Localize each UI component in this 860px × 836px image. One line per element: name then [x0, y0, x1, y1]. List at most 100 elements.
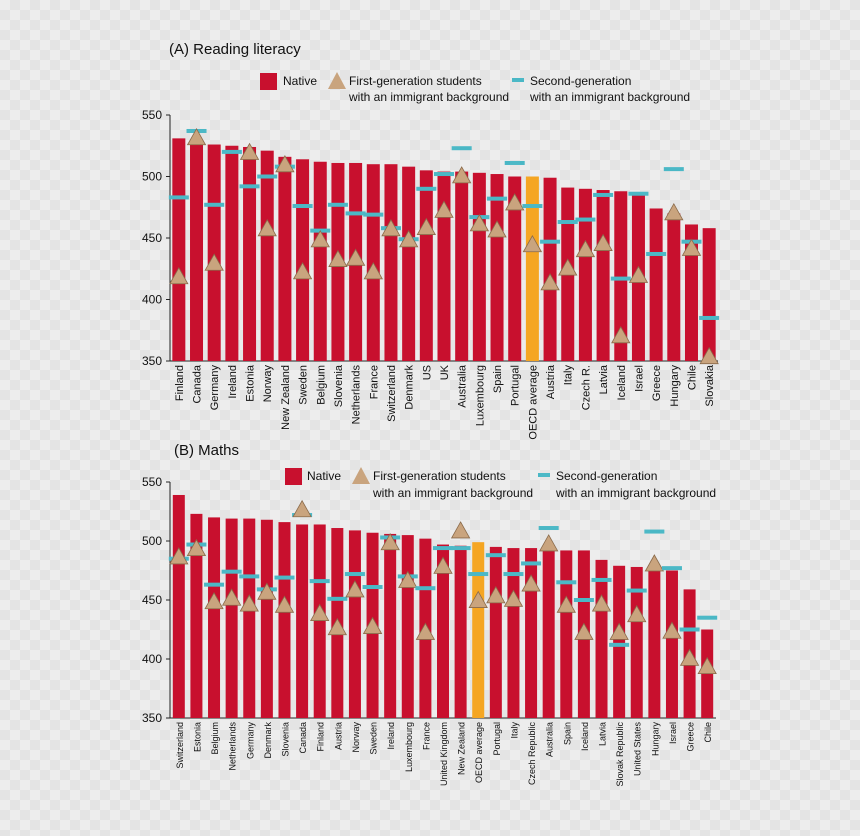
panel-a-bar: [472, 172, 486, 361]
panel-b-bar: [665, 570, 678, 718]
panel-b-category-label: Austria: [333, 722, 343, 750]
panel-a-first-gen-marker: [628, 265, 649, 283]
panel-b-category-label: New Zealand: [457, 722, 467, 775]
panel-b-bar: [437, 544, 449, 718]
panel-b-second-gen-marker: [327, 596, 348, 601]
panel-a-second-gen-marker: [363, 212, 384, 217]
panel-a-second-gen-marker: [345, 211, 366, 216]
panel-a-title: (A) Reading literacy: [169, 41, 301, 58]
panel-a-first-gen-marker: [345, 248, 366, 266]
panel-a-second-gen-marker: [327, 202, 348, 207]
panel-b-second-gen-marker: [344, 572, 365, 577]
panel-a-legend-second-line1: Second-generation: [530, 74, 632, 88]
panel-b-category-label: Italy: [509, 722, 519, 739]
panel-b-first-gen-marker: [627, 604, 647, 623]
panel-a-bar: [702, 228, 716, 361]
panel-b-first-gen-marker: [609, 622, 629, 640]
panel-b-legend-triangle-icon: [352, 467, 370, 484]
panel-a-category-label: Netherlands: [351, 365, 363, 425]
panel-b-category-label: Canada: [298, 722, 308, 754]
panel-a-bar: [525, 176, 539, 361]
panel-a-bar: [684, 224, 698, 361]
panel-b-bar: [260, 519, 273, 718]
panel-a-bar: [649, 208, 663, 361]
panel-a-first-gen-marker: [664, 202, 684, 221]
panel-a-category-label: Israel: [633, 365, 645, 392]
panel-b-category-label: Israel: [668, 722, 678, 744]
panel-b-second-gen-marker: [450, 546, 471, 551]
panel-a-category-label: Portugal: [510, 365, 522, 406]
panel-a-second-gen-marker: [434, 172, 454, 177]
panel-b-y-tick-label: 500: [142, 534, 162, 548]
panel-a-bar: [260, 150, 274, 361]
panel-a-bar: [243, 146, 257, 361]
panel-b-bar: [190, 513, 203, 718]
panel-a-second-gen-marker: [593, 192, 614, 197]
panel-a-category-label: Ireland: [227, 365, 239, 399]
panel-b-bar: [225, 518, 238, 718]
panel-a-first-gen-marker: [416, 217, 437, 235]
panel-a-second-gen-marker: [575, 217, 596, 222]
panel-a-category-label: Greece: [651, 365, 663, 401]
panel-a-category-label: France: [368, 365, 380, 399]
panel-b-bar: [630, 566, 643, 718]
panel-a-bar: [419, 170, 433, 361]
panel-a-bar: [508, 176, 522, 361]
panel-b-category-label: Slovenia: [280, 722, 290, 757]
panel-b-category-label: Portugal: [492, 722, 502, 756]
panel-a-y-tick-label: 500: [142, 170, 162, 184]
panel-b-bar: [507, 548, 520, 718]
panel-b-bar: [525, 548, 538, 718]
panel-a-category-label: OECD average: [527, 365, 539, 440]
panel-b-category-label: Estonia: [192, 722, 202, 752]
panel-b-category-label: Australia: [545, 722, 555, 757]
panel-b-second-gen-marker: [415, 586, 436, 591]
panel-a-bar: [490, 174, 504, 361]
panel-b-first-gen-marker: [521, 574, 541, 592]
panel-a-category-label: Norway: [262, 365, 274, 403]
panel-a-first-gen-marker: [451, 166, 472, 184]
panel-b-category-label: Luxembourg: [404, 722, 414, 772]
panel-b-bar: [296, 524, 309, 718]
panel-b-bar: [542, 549, 555, 718]
panel-b-bar: [384, 533, 397, 718]
panel-a-second-gen-marker: [221, 149, 242, 154]
panel-a-category-label: Switzerland: [386, 365, 398, 422]
panel-a-legend-second-line2: with an immigrant background: [530, 90, 691, 104]
panel-b-first-gen-marker: [697, 656, 717, 675]
panel-b-chart: 350 400 450 500 550 Switzerland Estonia Belgium…: [142, 475, 718, 787]
panel-a-category-label: Australia: [457, 364, 469, 408]
panel-b-category-label: Hungary: [650, 722, 660, 757]
panel-a-first-gen-marker: [257, 218, 277, 237]
panel-a-second-gen-marker: [522, 204, 543, 209]
panel-b-category-label: Belgium: [210, 722, 220, 755]
panel-b-category-label: Netherlands: [228, 722, 238, 771]
panel-b-second-gen-marker: [433, 546, 453, 551]
panel-a-category-label: Slovakia: [704, 364, 716, 406]
panel-b-legend-native-swatch: [285, 468, 302, 485]
panel-b-second-gen-marker: [204, 582, 225, 587]
panel-b-category-label: Iceland: [580, 722, 590, 751]
panel-b-first-gen-marker: [468, 590, 488, 608]
panel-b-first-gen-marker: [274, 595, 295, 613]
panel-a-first-gen-marker: [681, 238, 702, 256]
panel-a-first-gen-marker: [469, 214, 490, 232]
panel-b-legend-first-line1: First-generation students: [373, 469, 506, 483]
panel-a-category-label: Slovenia: [333, 364, 345, 407]
panel-a-second-gen-marker: [663, 167, 684, 172]
panel-b-first-gen-marker: [415, 622, 436, 640]
panel-b-category-label: Finland: [316, 722, 326, 752]
panel-b-second-gen-marker: [626, 588, 647, 593]
panel-a-second-gen-marker: [292, 204, 313, 209]
panel-b-bar: [348, 530, 361, 718]
panel-a-category-label: Spain: [492, 365, 504, 393]
panel-a-second-gen-marker: [257, 174, 278, 179]
panel-a-category-label: Germany: [209, 365, 221, 411]
panel-b-second-gen-marker: [609, 642, 630, 647]
panel-b-bar: [172, 494, 185, 718]
panel-b-first-gen-marker: [486, 586, 506, 604]
panel-a-second-gen-marker: [628, 191, 649, 196]
panel-b-second-gen-marker: [644, 529, 665, 534]
panel-a-bar: [667, 213, 681, 361]
panel-a-legend-dash-icon: [512, 78, 524, 82]
